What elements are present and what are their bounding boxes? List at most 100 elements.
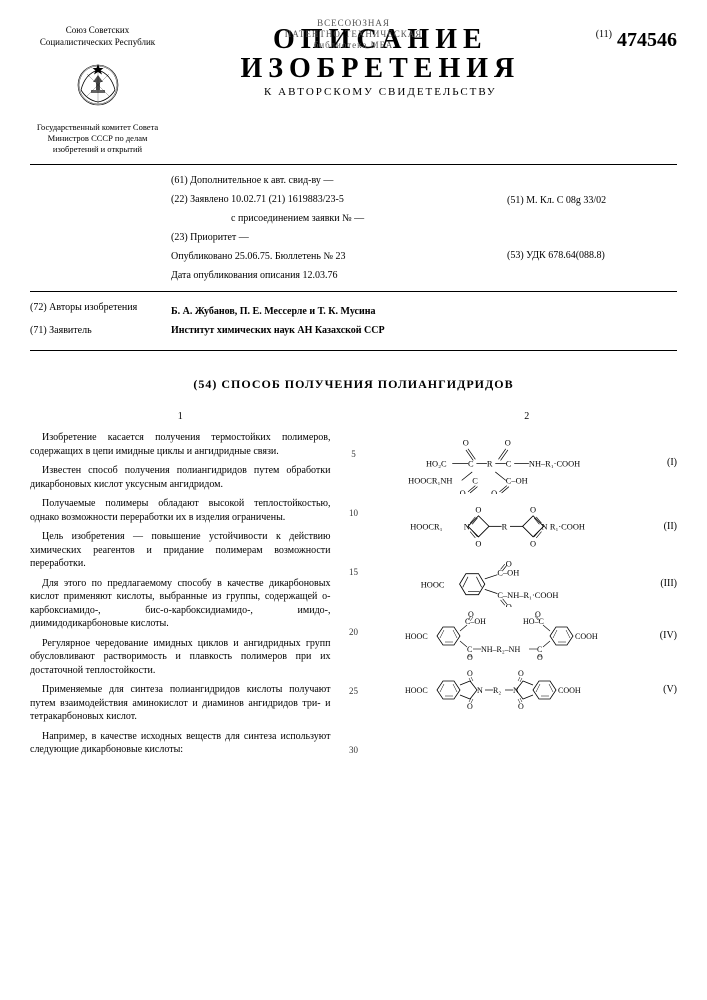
meta-23: (23) Приоритет — xyxy=(171,228,507,247)
meta-51: (51) М. Кл. C 08g 33/02 xyxy=(507,191,677,210)
patent-number-label: (11) xyxy=(596,29,612,40)
spacer xyxy=(507,210,677,246)
svg-text:C: C xyxy=(506,460,512,469)
svg-text:O: O xyxy=(467,702,473,711)
para-4: Цель изобретения — повышение устойчивост… xyxy=(30,530,331,571)
formula-label-3: (III) xyxy=(651,577,677,591)
svg-text:N: N xyxy=(464,523,470,532)
authors-block: (72) Авторы изобретения (71) Заявитель Б… xyxy=(30,292,677,351)
svg-text:C–OH: C–OH xyxy=(506,477,528,486)
patent-number: 474546 xyxy=(617,29,677,51)
line-ruler: 5 10 15 20 25 30 xyxy=(347,410,361,763)
chem-structure-2-icon: HOOCR₁ NOO R NOO R₁·COOH xyxy=(405,498,615,556)
chem-formula-3: HOOC C–OHO C–NH–R₁·COOHO (III) xyxy=(377,560,678,607)
svg-text:HO₂C: HO₂C xyxy=(426,460,447,469)
page: ВСЕСОЮЗНАЯ ПАТЕНТНО-ТЕХНИЧЕСКАЯ библиоте… xyxy=(0,0,707,1000)
svg-text:NH–R₁·COOH: NH–R₁·COOH xyxy=(529,460,580,469)
meta-right: (51) М. Кл. C 08g 33/02 (53) УДК 678.64(… xyxy=(507,171,677,285)
chem-formula-4: HOOC C–OHO CO NH–R₂–NH CO HO–CO COOH xyxy=(377,611,678,661)
svg-text:R: R xyxy=(487,460,493,469)
column-right: 2 OO HO₂C CRC NH–R₁·COOH HOOCR₁NH CO C–O… xyxy=(377,410,678,763)
svg-text:O: O xyxy=(467,653,473,661)
meta-center: (61) Дополнительное к авт. свид-ву — (22… xyxy=(165,171,507,285)
state-emblem-icon xyxy=(73,60,123,110)
committee-name: Государственный комитет Совета Министров… xyxy=(30,122,165,155)
svg-text:O: O xyxy=(506,602,512,607)
svg-text:O: O xyxy=(468,611,474,619)
para-7: Применяемые для синтеза полиангидридов к… xyxy=(30,683,331,724)
svg-text:R₂: R₂ xyxy=(493,686,501,695)
col-left-number: 1 xyxy=(30,410,331,424)
svg-text:O: O xyxy=(518,702,524,711)
meta-22: (22) Заявлено 10.02.71 (21) 1619883/23-5 xyxy=(171,190,507,209)
ruler-20: 20 xyxy=(347,626,361,638)
issuer-name: Союз Советских Социалистических Республи… xyxy=(30,25,165,48)
meta-publication: Опубликовано 25.06.75. Бюллетень № 23 xyxy=(171,247,507,266)
label-71: (71) Заявитель xyxy=(30,325,165,336)
subtitle: К АВТОРСКОМУ СВИДЕТЕЛЬСТВУ xyxy=(175,86,586,98)
meta-pubdate: Дата опубликования описания 12.03.76 xyxy=(171,266,507,285)
svg-text:O: O xyxy=(475,539,481,548)
label-72: (72) Авторы изобретения xyxy=(30,302,165,313)
para-2: Известен способ получения полиангидридов… xyxy=(30,464,331,491)
para-1: Изобретение касается получения термостой… xyxy=(30,431,331,458)
meta-53: (53) УДК 678.64(088.8) xyxy=(507,246,677,265)
svg-text:R₁·COOH: R₁·COOH xyxy=(550,523,585,532)
svg-text:O: O xyxy=(537,653,543,661)
chem-structure-3-icon: HOOC C–OHO C–NH–R₁·COOHO xyxy=(405,560,615,607)
body-columns: 1 Изобретение касается получения термост… xyxy=(30,410,677,763)
ruler-25: 25 xyxy=(347,685,361,697)
svg-text:O: O xyxy=(530,506,536,515)
svg-text:C–NH–R₁·COOH: C–NH–R₁·COOH xyxy=(497,591,558,600)
authors-values: Б. А. Жубанов, П. Е. Мессерле и Т. К. Му… xyxy=(165,302,677,340)
formula-label-2: (II) xyxy=(651,520,677,534)
ruler-15: 15 xyxy=(347,566,361,578)
para-3: Получаемые полимеры обладают высокой теп… xyxy=(30,497,331,524)
chem-structure-5-icon: HOOC O O NR₂N O O COOH xyxy=(405,665,615,715)
para-8: Например, в качестве исходных веществ дл… xyxy=(30,730,331,757)
chem-formula-2: HOOCR₁ NOO R NOO R₁·COOH (II) xyxy=(377,498,678,556)
svg-text:O: O xyxy=(491,489,497,494)
stamp-line-3: библиотека МБА xyxy=(314,40,393,50)
chem-formula-5: HOOC O O NR₂N O O COOH xyxy=(377,665,678,715)
svg-text:HOOC: HOOC xyxy=(405,632,428,641)
svg-text:HOOC: HOOC xyxy=(421,580,445,589)
formula-label-4: (IV) xyxy=(651,629,677,643)
para-5: Для этого по предлагаемому способу в кач… xyxy=(30,577,331,631)
svg-text:O: O xyxy=(459,489,465,494)
applicant-name: Институт химических наук АН Казахской СС… xyxy=(171,321,677,340)
svg-text:HOOC: HOOC xyxy=(405,686,428,695)
column-left: 1 Изобретение касается получения термост… xyxy=(30,410,331,763)
chem-structure-4-icon: HOOC C–OHO CO NH–R₂–NH CO HO–CO COOH xyxy=(405,611,615,661)
ruler-10: 10 xyxy=(347,507,361,519)
library-stamp: ВСЕСОЮЗНАЯ ПАТЕНТНО-ТЕХНИЧЕСКАЯ библиоте… xyxy=(285,18,423,50)
patent-number-block: (11) 474546 xyxy=(596,25,677,52)
chem-formula-1: OO HO₂C CRC NH–R₁·COOH HOOCR₁NH CO C–OH … xyxy=(377,431,678,494)
formula-label-5: (V) xyxy=(651,683,677,697)
metadata-block: (61) Дополнительное к авт. свид-ву — (22… xyxy=(30,165,677,292)
svg-text:COOH: COOH xyxy=(558,686,581,695)
svg-text:O: O xyxy=(475,506,481,515)
svg-text:O: O xyxy=(505,439,511,448)
issuer-block: Союз Советских Социалистических Республи… xyxy=(30,25,165,156)
ruler-5: 5 xyxy=(347,448,361,460)
svg-text:N: N xyxy=(477,686,483,695)
authors-names: Б. А. Жубанов, П. Е. Мессерле и Т. К. Му… xyxy=(171,302,677,321)
authors-labels: (72) Авторы изобретения (71) Заявитель xyxy=(30,302,165,340)
meta-61: (61) Дополнительное к авт. свид-ву — xyxy=(171,171,507,190)
para-6: Регулярное чередование имидных циклов и … xyxy=(30,637,331,678)
chem-structure-1-icon: OO HO₂C CRC NH–R₁·COOH HOOCR₁NH CO C–OH … xyxy=(405,431,615,494)
svg-text:R: R xyxy=(501,523,507,532)
stamp-line-1: ВСЕСОЮЗНАЯ xyxy=(317,18,390,28)
stamp-line-2: ПАТЕНТНО-ТЕХНИЧЕСКАЯ xyxy=(285,29,423,39)
svg-text:N: N xyxy=(541,523,547,532)
svg-text:C–OH: C–OH xyxy=(497,569,519,578)
document-title: (54) СПОСОБ ПОЛУЧЕНИЯ ПОЛИАНГИДРИДОВ xyxy=(30,377,677,392)
svg-text:O: O xyxy=(467,669,473,678)
svg-text:O: O xyxy=(530,539,536,548)
svg-text:COOH: COOH xyxy=(575,632,598,641)
svg-text:O: O xyxy=(506,560,512,568)
svg-text:C: C xyxy=(472,477,478,486)
meta-spacer xyxy=(30,171,165,285)
ruler-30: 30 xyxy=(347,744,361,756)
